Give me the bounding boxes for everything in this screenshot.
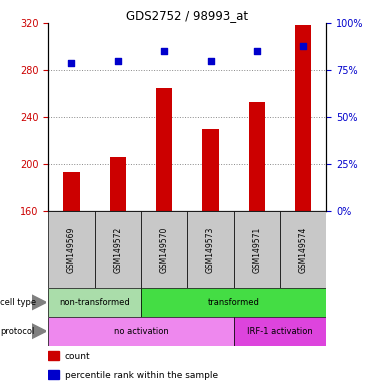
Polygon shape — [32, 324, 46, 339]
Bar — [48, 317, 234, 346]
Point — [161, 48, 167, 54]
Bar — [48, 288, 141, 317]
Text: percentile rank within the sample: percentile rank within the sample — [65, 371, 218, 380]
Point — [301, 43, 306, 49]
Text: GSM149574: GSM149574 — [299, 227, 308, 273]
Bar — [187, 211, 234, 288]
Text: non-transformed: non-transformed — [59, 298, 130, 307]
Bar — [141, 288, 326, 317]
Bar — [295, 25, 311, 211]
Text: GSM149572: GSM149572 — [113, 227, 122, 273]
Text: cell type: cell type — [0, 298, 36, 307]
Bar — [141, 211, 187, 288]
Text: GSM149569: GSM149569 — [67, 227, 76, 273]
Point — [69, 60, 75, 66]
Text: GSM149570: GSM149570 — [160, 227, 169, 273]
Bar — [110, 157, 126, 211]
Bar — [234, 317, 326, 346]
Bar — [249, 102, 265, 211]
Bar — [280, 211, 326, 288]
Bar — [48, 370, 59, 379]
Polygon shape — [32, 295, 46, 310]
Text: GSM149573: GSM149573 — [206, 227, 215, 273]
Text: no activation: no activation — [114, 327, 168, 336]
Text: transformed: transformed — [208, 298, 260, 307]
Bar — [48, 351, 59, 360]
Text: count: count — [65, 352, 91, 361]
Title: GDS2752 / 98993_at: GDS2752 / 98993_at — [126, 9, 249, 22]
Bar — [63, 172, 79, 211]
Bar — [95, 211, 141, 288]
Text: IRF-1 activation: IRF-1 activation — [247, 327, 313, 336]
Point — [254, 48, 260, 54]
Bar — [203, 129, 219, 211]
Bar — [48, 211, 95, 288]
Point — [208, 58, 214, 64]
Point — [115, 58, 121, 64]
Text: protocol: protocol — [0, 327, 35, 336]
Bar — [156, 88, 172, 211]
Text: GSM149571: GSM149571 — [252, 227, 262, 273]
Bar — [234, 211, 280, 288]
